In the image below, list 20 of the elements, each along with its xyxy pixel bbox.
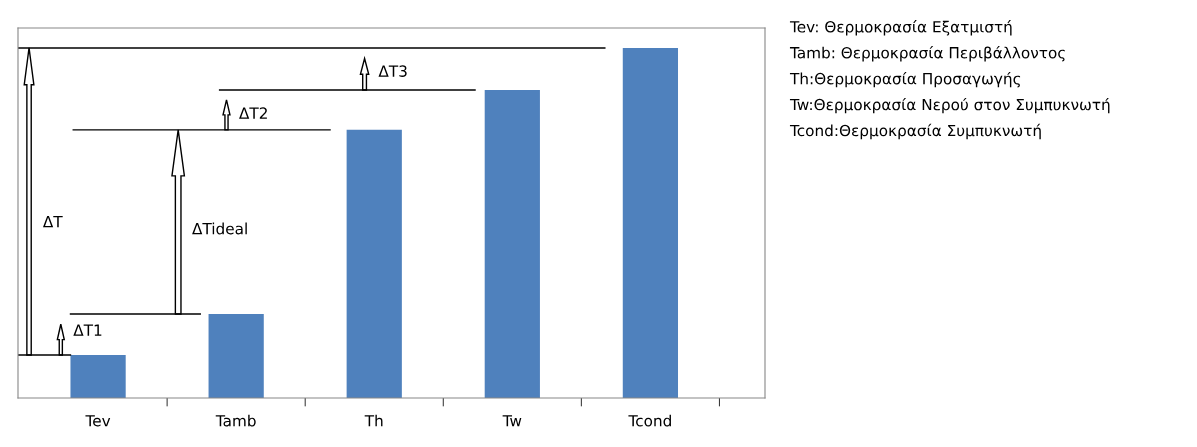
x-tick-label: Tcond [628,414,671,427]
x-tick-label: Tev [85,415,111,427]
text: Tcond:Θερμοκρασία Συμπυκνωτή [789,123,1041,140]
annotation: ΔT [42,216,63,228]
annotation: ΔT3 [378,65,407,77]
bar [346,129,402,398]
text: Tw:Θερμοκρασία Νερού στον Συμπυκνωτή [789,97,1110,114]
bar [484,89,540,398]
annotation: ΔTideal [192,222,247,235]
annotation: ΔT1 [73,324,102,336]
bar [208,313,264,398]
text: Th:Θερμοκρασία Προσαγωγής [789,71,1021,88]
text: Tamb: Θερμοκρασία Περιβάλλοντος [789,46,1065,62]
bar [622,47,679,398]
text: Tev: Θερμοκρασία Εξατμιστή [789,20,1012,36]
x-tick-label: Tw [502,415,522,427]
bar [70,354,126,398]
annotation: ΔT2 [239,107,267,119]
x-tick-label: Tamb [215,414,256,427]
x-tick-label: Th [364,414,383,427]
